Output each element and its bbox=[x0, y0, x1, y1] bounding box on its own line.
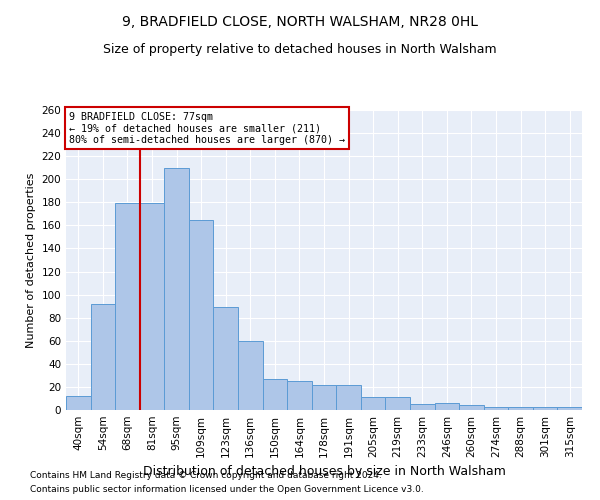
Bar bbox=[336, 384, 361, 410]
Bar bbox=[385, 398, 410, 410]
Bar bbox=[557, 406, 582, 410]
Bar bbox=[66, 396, 91, 410]
Bar bbox=[189, 220, 214, 410]
Bar bbox=[361, 398, 385, 410]
Bar bbox=[459, 406, 484, 410]
Bar bbox=[312, 384, 336, 410]
Text: Size of property relative to detached houses in North Walsham: Size of property relative to detached ho… bbox=[103, 42, 497, 56]
Bar bbox=[434, 403, 459, 410]
Text: Contains HM Land Registry data © Crown copyright and database right 2024.: Contains HM Land Registry data © Crown c… bbox=[30, 470, 382, 480]
Bar bbox=[508, 406, 533, 410]
Y-axis label: Number of detached properties: Number of detached properties bbox=[26, 172, 36, 348]
X-axis label: Distribution of detached houses by size in North Walsham: Distribution of detached houses by size … bbox=[143, 466, 505, 478]
Bar bbox=[214, 308, 238, 410]
Bar bbox=[263, 379, 287, 410]
Bar bbox=[115, 204, 140, 410]
Bar bbox=[140, 204, 164, 410]
Bar bbox=[91, 304, 115, 410]
Text: Contains public sector information licensed under the Open Government Licence v3: Contains public sector information licen… bbox=[30, 486, 424, 494]
Bar bbox=[287, 381, 312, 410]
Text: 9 BRADFIELD CLOSE: 77sqm
← 19% of detached houses are smaller (211)
80% of semi-: 9 BRADFIELD CLOSE: 77sqm ← 19% of detach… bbox=[68, 112, 344, 144]
Text: 9, BRADFIELD CLOSE, NORTH WALSHAM, NR28 0HL: 9, BRADFIELD CLOSE, NORTH WALSHAM, NR28 … bbox=[122, 15, 478, 29]
Bar bbox=[533, 406, 557, 410]
Bar bbox=[410, 404, 434, 410]
Bar bbox=[238, 341, 263, 410]
Bar bbox=[484, 406, 508, 410]
Bar bbox=[164, 168, 189, 410]
